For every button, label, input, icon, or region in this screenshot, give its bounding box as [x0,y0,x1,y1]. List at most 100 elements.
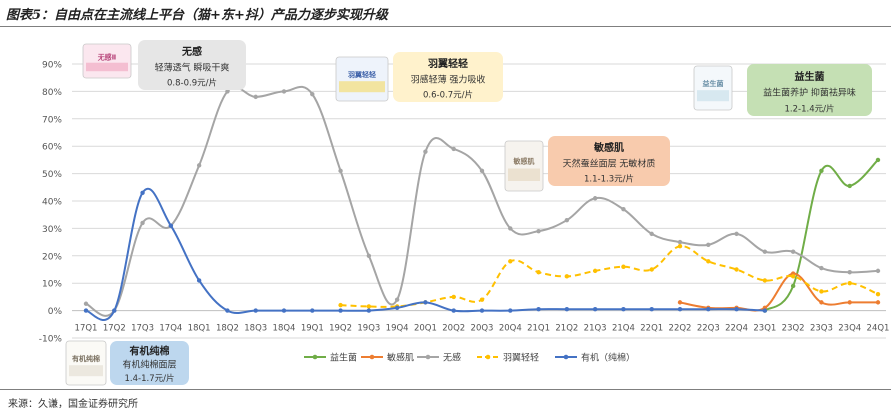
product-image-label-mingan: 敏感肌 [513,157,535,166]
series-point-4 [508,308,513,313]
legend-label-0: 益生菌 [330,352,357,364]
product-image-band-yuyi [339,81,385,93]
x-tick-label: 23Q4 [838,324,861,334]
series-point-3 [790,274,796,279]
series-point-4 [112,308,117,313]
series-point-2 [366,253,372,258]
series-point-4 [394,305,400,311]
annotation-line1-wugan: 轻薄透气 瞬吸干爽 [155,61,230,73]
product-image-label-yishengjun: 益生菌 [703,79,724,88]
product-image-youji [65,340,107,386]
y-tick-label: 10% [42,280,62,290]
series-point-3 [677,244,683,249]
annotation-title-youji: 有机纯棉 [130,344,170,357]
legend-label-4: 有机（纯棉） [581,352,635,364]
x-tick-label: 19Q1 [301,324,324,334]
series-point-2 [508,226,513,231]
series-point-0 [819,168,824,174]
annotation-line1-mingan: 天然蚕丝面层 无敏材质 [563,157,656,169]
series-point-2 [394,297,400,302]
series-point-4 [479,308,485,313]
legend-marker-3 [485,354,491,360]
x-tick-label: 21Q4 [612,324,635,334]
series-point-2 [451,146,456,152]
series-point-2 [734,231,739,237]
annotation-box-mingan [548,136,670,186]
x-tick-label: 19Q3 [357,324,380,334]
series-line-0 [764,159,879,312]
annotation-title-yuyi: 羽翼轻轻 [428,57,468,70]
x-tick-label: 20Q3 [471,324,494,334]
product-image-band-mingan [508,168,540,181]
x-tick-label: 19Q2 [329,324,352,334]
x-tick-label: 22Q1 [640,324,663,334]
bottom-rule [0,389,891,390]
series-point-3 [592,268,598,274]
series-point-4 [83,308,89,313]
top-rule [0,26,891,27]
x-tick-label: 22Q3 [697,324,720,334]
legend-marker-2 [425,354,431,360]
annotation-title-wugan: 无感 [181,45,202,58]
annotation-line2-youji: 1.4-1.7元/片 [125,373,175,384]
legend-label-3: 羽翼轻轻 [503,352,539,364]
annotation-box-wugan [138,40,246,90]
series-point-1 [819,300,824,305]
series-point-0 [875,157,881,163]
series-point-3 [649,267,654,272]
legend-label-1: 敏感肌 [387,352,414,364]
series-point-4 [310,308,315,313]
series-point-3 [536,270,541,275]
x-tick-label: 22Q4 [725,324,748,334]
x-tick-label: 19Q4 [386,324,409,334]
legend-label-2: 无感 [443,352,461,364]
series-point-2 [536,228,541,234]
series-point-4 [621,307,626,312]
series-point-2 [338,168,343,174]
product-image-band-youji [69,365,103,377]
series-point-2 [83,301,89,306]
product-image-band-yishengjun [697,90,729,102]
series-point-4 [168,223,174,228]
series-point-3 [338,302,343,308]
series-line-1 [679,272,878,312]
series-point-3 [875,291,881,297]
x-tick-label: 21Q3 [584,324,607,334]
series-point-4 [140,190,145,195]
x-tick-label: 23Q3 [810,324,833,334]
x-tick-label: 23Q2 [782,324,805,334]
series-point-2 [479,168,485,174]
series-point-2 [564,217,570,223]
legend-marker-1 [369,354,375,360]
series-point-2 [225,89,230,94]
annotation-line2-mingan: 1.1-1.3元/片 [584,173,634,184]
y-tick-label: 60% [42,143,62,153]
x-tick-label: 18Q3 [244,324,267,334]
x-tick-label: 23Q1 [753,324,776,334]
annotation-title-mingan: 敏感肌 [593,141,624,154]
legend-marker-4 [563,354,569,360]
series-point-2 [253,94,258,100]
x-tick-label: 20Q4 [499,324,522,334]
series-point-4 [734,307,739,312]
product-image-label-yuyi: 羽翼轻轻 [348,70,376,79]
y-tick-label: -10% [39,335,63,345]
y-tick-label: 50% [42,170,62,180]
product-image-yuyi [335,56,389,102]
y-tick-label: 80% [42,88,62,98]
x-tick-label: 20Q2 [442,324,465,334]
source-note: 来源：久谦，国金证券研究所 [8,399,138,410]
series-point-0 [790,283,796,289]
legend-marker-0 [312,354,318,360]
series-point-2 [875,268,881,274]
series-point-1 [677,300,683,305]
y-tick-label: 30% [42,225,62,235]
annotation-line1-youji: 有机纯棉面层 [122,359,176,371]
series-point-2 [819,265,824,271]
annotation-line2-yishengjun: 1.2-1.4元/片 [785,103,835,114]
figure-title: 图表5：自由点在主流线上平台（猫+东+抖）产品力逐步实现升级 [6,8,388,23]
x-tick-label: 21Q1 [527,324,550,334]
series-point-2 [592,196,598,201]
series-point-2 [649,231,654,237]
series-point-3 [734,267,739,272]
